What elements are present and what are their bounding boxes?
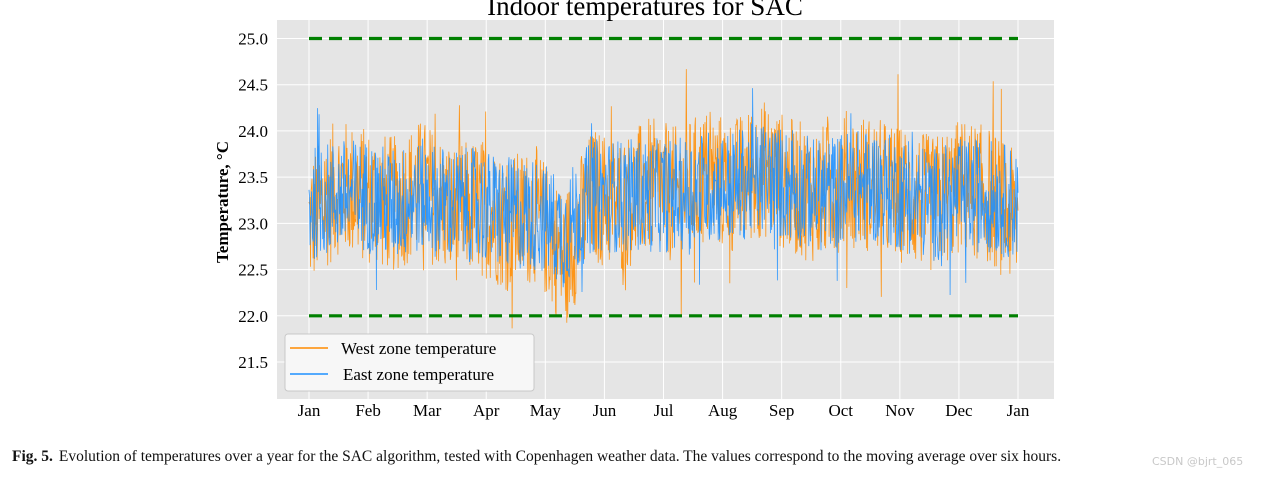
y-tick-label: 25.0 — [238, 29, 268, 48]
y-tick-label: 22.5 — [238, 261, 268, 280]
y-tick-label: 23.5 — [238, 168, 268, 187]
chart: 21.5 22.0 22.5 23.0 23.5 24.0 24.5 25.0 Jan Feb Ma… — [213, 0, 1054, 420]
y-axis-label: Temperature, °C — [213, 141, 232, 263]
chart-title: Indoor temperatures for SAC — [487, 0, 803, 21]
x-tick-label: Feb — [355, 401, 381, 420]
caption-text: Evolution of temperatures over a year fo… — [58, 448, 1062, 465]
x-tick-label: Apr — [473, 401, 500, 420]
y-tick-label: 24.0 — [238, 122, 268, 141]
x-tick-label: Aug — [708, 401, 738, 420]
x-tick-label: Jan — [1007, 401, 1030, 420]
x-tick-label: Sep — [769, 401, 795, 420]
west-zone-line — [308, 69, 1019, 329]
watermark: CSDN @bjrt_065 — [1152, 455, 1244, 468]
legend-box — [284, 333, 535, 392]
comfort-bounds — [309, 36, 1018, 318]
east-zone-trace — [308, 88, 1019, 296]
x-tick-label: Jun — [593, 401, 617, 420]
tick-labels: 21.5 22.0 22.5 23.0 23.5 24.0 24.5 25.0 Jan Feb Ma… — [238, 29, 1030, 420]
y-tick-label: 24.5 — [238, 76, 268, 95]
x-tick-label: Jul — [654, 401, 674, 420]
caption-label: Fig. 5. — [12, 448, 53, 465]
east-zone-line — [308, 88, 1019, 296]
x-tick-label: May — [530, 401, 562, 420]
figure-caption: Fig. 5. Evolution of temperatures over a … — [12, 448, 1262, 466]
x-tick-label: Nov — [885, 401, 915, 420]
legend-west-label: West zone temperature — [341, 339, 496, 358]
legend-east-label: East zone temperature — [343, 365, 494, 384]
y-tick-label: 21.5 — [238, 353, 268, 372]
legend: West zone temperature East zone temperat… — [284, 333, 535, 392]
x-tick-label: Mar — [413, 401, 442, 420]
x-tick-label: Dec — [945, 401, 973, 420]
y-tick-label: 23.0 — [238, 214, 268, 233]
y-tick-label: 22.0 — [238, 307, 268, 326]
west-zone-trace — [308, 69, 1019, 329]
x-tick-label: Oct — [828, 401, 853, 420]
x-tick-label: Jan — [298, 401, 321, 420]
